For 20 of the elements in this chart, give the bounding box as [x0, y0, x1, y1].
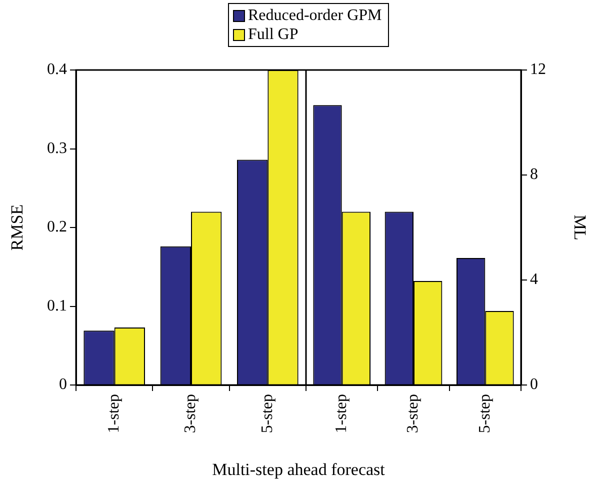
- x-tick-label: 1-step: [333, 394, 350, 434]
- y-tick-label: 0.3: [47, 140, 67, 157]
- x-tick-label: 5-step: [476, 394, 494, 434]
- y2-tick-label: 8: [530, 166, 538, 184]
- x-axis-title: Multi-step ahead forecast: [211, 460, 386, 480]
- legend-label: Full GP: [248, 25, 298, 44]
- y-tick-label: 0: [59, 376, 67, 394]
- x-tick-label: 3-step: [404, 394, 422, 434]
- legend-label: Reduced-order GPM: [248, 6, 382, 25]
- y2-tick-label: 4: [530, 271, 538, 288]
- x-tick-label: 1-step: [106, 394, 123, 434]
- y2-tick-label: 0: [530, 376, 538, 394]
- y-tick-label: 0.2: [47, 218, 67, 236]
- x-tick-label: 3-step: [182, 394, 200, 434]
- y-axis-title: RMSE: [8, 204, 27, 251]
- y2-axis-title: ML: [570, 214, 590, 240]
- y-tick-label: 0.4: [47, 61, 67, 78]
- y-tick-label: 0.1: [47, 297, 67, 314]
- x-tick-label: 5-step: [258, 394, 276, 434]
- y2-tick-label: 12: [530, 61, 546, 78]
